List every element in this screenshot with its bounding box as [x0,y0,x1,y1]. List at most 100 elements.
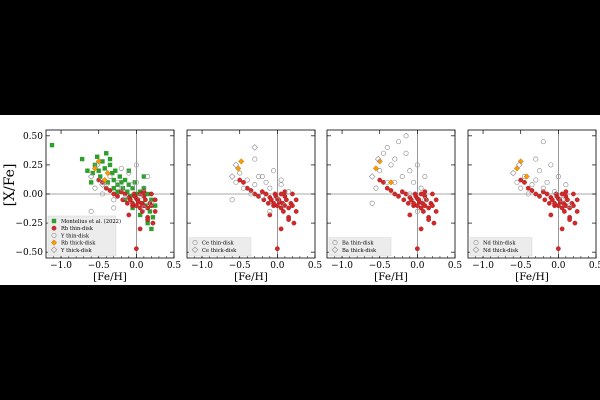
data-point-square [102,166,107,171]
data-point-square [120,185,125,191]
data-point-square [90,170,95,176]
data-point-open-circle [399,173,405,180]
data-point-circle [275,246,280,252]
series-1 [518,177,580,252]
data-point-open-circle [88,208,94,215]
data-point-open-circle [533,156,539,162]
data-point-open-diamond [191,246,199,254]
data-point-open-circle [422,197,428,203]
data-point-open-circle [118,185,124,191]
legend-entry-label: Y thick-disk [60,248,93,254]
data-point-circle [124,200,130,206]
data-point-square [95,154,100,159]
data-point-open-circle [392,156,398,162]
data-point-open-circle [403,133,409,139]
data-point-open-circle [259,193,265,199]
data-point-circle [290,203,295,208]
data-point-open-circle [263,179,269,185]
data-point-square [111,185,116,191]
data-point-circle [284,197,289,203]
data-point-circle [418,205,424,211]
data-point-open-circle [518,185,524,191]
data-point-square [125,189,130,194]
data-point-circle [430,191,435,197]
x-tick-label: 0.0 [270,261,285,271]
legend-box [469,237,533,257]
data-point-square [137,212,143,218]
y-tick-label: −0.50 [15,248,43,258]
data-point-circle [275,203,280,208]
legend-entry-label: Ce thin-disk [202,241,235,247]
series-5 [87,161,106,188]
data-point-circle [252,191,258,197]
data-point-open-circle [544,179,550,185]
data-point-square [49,142,55,148]
x-tick-label: 0.0 [129,261,144,271]
data-point-open-circle [145,173,151,180]
data-point-open-circle [92,185,98,191]
data-point-circle [237,177,243,183]
data-point-square [149,226,154,232]
series-2 [369,133,428,215]
data-point-circle [544,191,550,197]
data-point-open-circle [403,150,409,156]
data-point-square [98,174,103,179]
data-point-circle [103,185,109,191]
data-point-open-circle [411,179,417,185]
data-point-circle [286,205,291,211]
data-point-open-circle [552,189,558,195]
legend-entry-label: Ba thick-disk [342,248,377,254]
data-point-diamond [95,158,102,165]
data-point-circle [556,246,561,252]
data-point-circle [565,197,570,203]
data-point-circle [552,200,557,206]
data-point-open-circle [540,139,546,145]
legend-entry-label: Y thin-disk [60,233,90,239]
data-point-circle [115,193,120,199]
data-point-circle [107,188,113,193]
data-point-diamond [372,165,379,172]
data-point-circle [563,189,569,195]
data-point-open-circle [278,177,284,183]
x-axis-label: [Fe/H] [374,271,408,283]
data-point-circle [259,189,265,195]
data-point-open-circle [555,173,561,180]
data-point-open-circle [377,168,383,174]
data-point-open-circle [380,150,387,156]
data-point-open-circle [407,168,413,174]
data-point-circle [265,200,271,206]
data-point-open-circle [118,165,124,171]
legend-entry-label: Ba thin-disk [342,241,374,247]
data-point-open-circle [567,203,573,209]
data-point-open-circle [244,177,250,183]
data-point-open-circle [274,197,280,203]
series-1 [237,177,299,252]
data-point-circle [118,189,124,195]
data-point-circle [149,191,154,197]
data-point-circle [559,205,565,211]
data-point-circle [263,191,269,197]
data-point-open-circle [563,182,569,188]
data-point-open-circle [96,177,102,183]
data-point-circle [111,191,117,197]
data-point-square [113,168,118,173]
data-point-open-circle [286,189,292,195]
data-point-circle [150,220,156,226]
data-point-diamond [238,158,245,165]
data-point-circle [267,212,273,218]
data-point-open-circle [111,205,117,211]
x-tick-label: −1.0 [472,261,494,271]
data-point-open-circle [422,173,428,180]
legend-entry-label: Rb thick-disk [61,241,96,247]
data-point-open-circle [111,197,117,203]
data-point-circle [152,209,158,214]
data-point-circle [525,185,531,191]
legend-entry-label: Ce thick-disk [202,248,237,254]
x-axis-label: [Fe/H] [515,271,549,283]
data-point-open-diamond [87,173,95,180]
data-point-square [107,162,113,168]
data-point-square [147,209,153,214]
data-point-circle [384,185,390,191]
